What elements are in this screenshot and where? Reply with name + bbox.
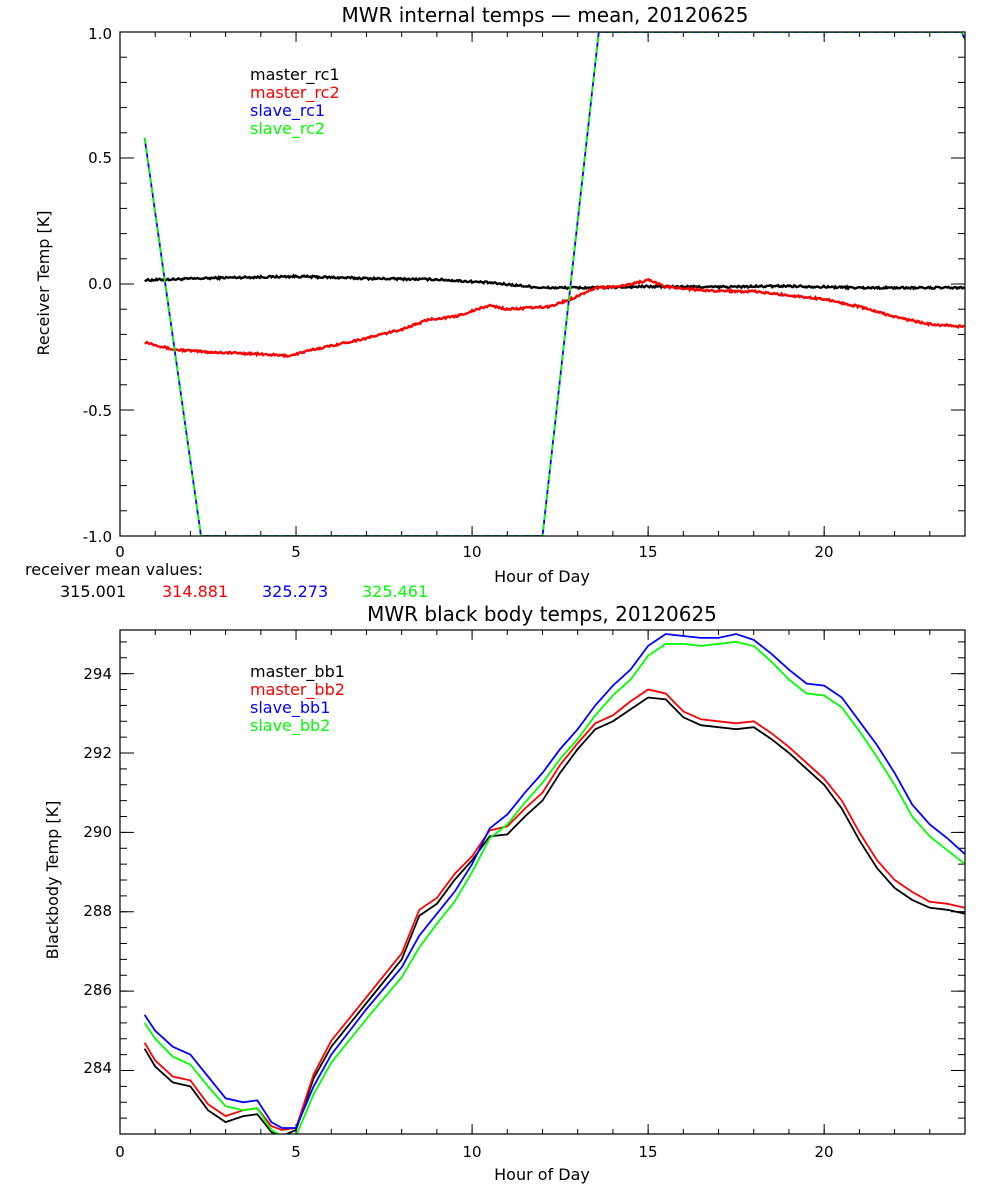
legend-entry-master-bb2: master_bb2: [250, 680, 345, 700]
y-tick-label: 292: [83, 744, 112, 762]
receiver-y-tick-labels: -1.0 -0.5 0.0 0.5 1.0: [83, 25, 112, 546]
blackbody-x-axis-label: Hour of Day: [494, 1165, 590, 1184]
y-tick-label: 0.0: [88, 275, 112, 293]
series-line-master-bb1: [143, 696, 965, 1134]
y-tick-label: 0.5: [88, 149, 112, 167]
legend-entry-master-rc1: master_rc1: [250, 65, 340, 85]
y-tick-label: -1.0: [83, 528, 112, 546]
y-tick-label: 294: [83, 665, 112, 683]
y-tick-label: 286: [83, 981, 112, 999]
x-tick-label: 15: [638, 1143, 657, 1161]
receiver-x-tick-labels: 0 5 10 15 20: [115, 543, 833, 561]
receiver-y-axis-label: Receiver Temp [K]: [34, 210, 53, 355]
blackbody-plot-area: [119, 629, 966, 1135]
series-line-master-rc2: [144, 278, 965, 359]
plot-frame: [119, 31, 966, 537]
legend-entry-slave-rc1: slave_rc1: [250, 101, 325, 121]
mean-value-master-rc2: 314.881: [162, 582, 228, 601]
receiver-plot-area: [119, 31, 966, 537]
series-line-slave-bb2: [143, 640, 965, 1134]
receiver-mean-values: receiver mean values: 315.001 314.881 32…: [25, 560, 428, 601]
mean-value-slave-rc2: 325.461: [362, 582, 428, 601]
plot-frame: [119, 629, 966, 1135]
y-tick-label: 290: [83, 823, 112, 841]
series-line-slave-rc2: [143, 32, 965, 536]
receiver-legend: master_rc1 master_rc2 slave_rc1 slave_rc…: [250, 65, 340, 139]
legend-entry-master-bb1: master_bb1: [250, 662, 345, 682]
legend-entry-master-rc2: master_rc2: [250, 83, 340, 103]
mean-value-master-rc1: 315.001: [60, 582, 126, 601]
x-tick-label: 15: [638, 543, 657, 561]
y-tick-label: 1.0: [88, 25, 112, 43]
blackbody-chart-title: MWR black body temps, 20120625: [367, 602, 717, 626]
x-tick-label: 10: [462, 1143, 481, 1161]
x-tick-label: 5: [291, 1143, 301, 1161]
mean-value-slave-rc1: 325.273: [262, 582, 328, 601]
y-tick-label: 284: [83, 1059, 112, 1077]
mean-values-label: receiver mean values:: [25, 560, 203, 579]
blackbody-legend: master_bb1 master_bb2 slave_bb1 slave_bb…: [250, 662, 345, 736]
receiver-chart-title: MWR internal temps — mean, 20120625: [341, 3, 748, 27]
receiver-temp-chart: MWR internal temps — mean, 20120625 Rece…: [34, 3, 966, 586]
x-tick-label: 20: [814, 543, 833, 561]
receiver-x-axis-label: Hour of Day: [494, 567, 590, 586]
legend-entry-slave-bb1: slave_bb1: [250, 698, 330, 718]
y-tick-label: -0.5: [83, 402, 112, 420]
blackbody-x-tick-labels: 0 5 10 15 20: [115, 1143, 833, 1161]
series-line-master-rc1: [144, 273, 965, 291]
y-tick-label: 288: [83, 902, 112, 920]
x-tick-label: 0: [115, 1143, 125, 1161]
x-tick-label: 5: [291, 543, 301, 561]
series-line-slave-bb1: [143, 633, 965, 1129]
x-tick-label: 20: [814, 1143, 833, 1161]
x-tick-label: 0: [115, 543, 125, 561]
legend-entry-slave-bb2: slave_bb2: [250, 716, 330, 736]
series-line-master-bb2: [143, 688, 965, 1131]
x-tick-label: 10: [462, 543, 481, 561]
blackbody-y-tick-labels: 284 286 288 290 292 294: [83, 665, 112, 1077]
legend-entry-slave-rc2: slave_rc2: [250, 119, 325, 139]
blackbody-y-axis-label: Blackbody Temp [K]: [43, 801, 62, 960]
blackbody-temp-chart: MWR black body temps, 20120625 Blackbody…: [43, 602, 966, 1184]
